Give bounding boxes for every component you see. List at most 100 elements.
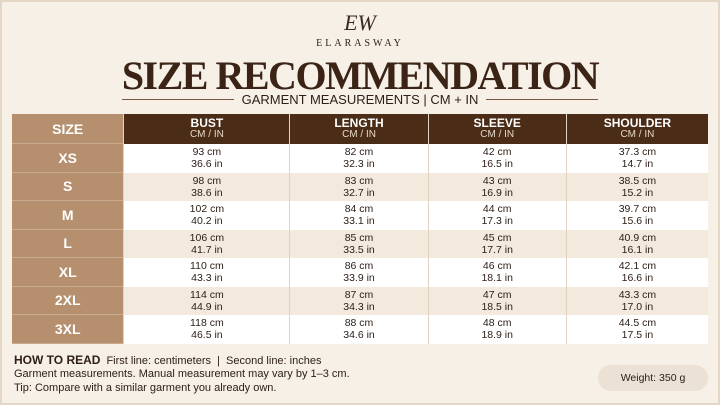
inch-value: 33.9 in <box>343 272 375 285</box>
measurement-cell: 106 cm 41.7 in <box>123 229 289 258</box>
measurement-cell: 40.9 cm 16.1 in <box>565 229 708 258</box>
subtitle-row: GARMENT MEASUREMENTS | CM + IN <box>122 92 598 107</box>
inch-value: 33.5 in <box>343 243 375 256</box>
inch-value: 16.1 in <box>621 243 654 256</box>
inch-value: 43.3 in <box>191 272 223 285</box>
inch-value: 33.1 in <box>343 215 375 228</box>
inch-value: 46.5 in <box>191 329 223 342</box>
table-row: XS 93 cm 36.6 in 82 cm 32.3 in 42 cm 16.5 in 37… <box>12 144 708 173</box>
tip: Tip: Compare with a similar garment you … <box>14 382 277 394</box>
measurement-cell: 46 cm 18.1 in <box>427 258 566 287</box>
inch-value: 41.7 in <box>191 243 223 256</box>
inch-value: 15.6 in <box>621 215 654 228</box>
size-label: L <box>12 229 124 258</box>
cm-value: 43.3 cm <box>618 288 657 301</box>
inch-value: 18.1 in <box>481 272 513 285</box>
inch-value: 17.7 in <box>481 243 513 256</box>
cm-value: 82 cm <box>344 146 374 159</box>
cm-value: 39.7 cm <box>618 203 657 216</box>
inch-value: 17.5 in <box>621 329 654 342</box>
measurement-cell: 102 cm 40.2 in <box>123 201 289 230</box>
inch-value: 34.6 in <box>343 329 375 342</box>
measurement-cell: 43 cm 16.9 in <box>427 172 566 201</box>
column-name: BUST <box>190 116 224 130</box>
cm-value: 43 cm <box>482 174 512 187</box>
measurement-cell: 110 cm 43.3 in <box>123 258 289 287</box>
cm-value: 84 cm <box>344 203 374 216</box>
column-unit: CM / IN <box>189 129 224 140</box>
cm-value: 42.1 cm <box>618 260 657 273</box>
inch-value: 15.2 in <box>621 186 654 199</box>
logo: EW <box>344 10 376 35</box>
measurement-cell: 47 cm 18.5 in <box>427 286 566 315</box>
column-header: LENGTH CM / IN <box>289 114 428 144</box>
measurement-cell: 43.3 cm 17.0 in <box>565 286 708 315</box>
measurement-cell: 87 cm 34.3 in <box>289 286 427 315</box>
inch-value: 14.7 in <box>621 158 654 171</box>
size-label: S <box>12 172 124 201</box>
measurement-cell: 38.5 cm 15.2 in <box>565 172 708 201</box>
inch-value: 16.9 in <box>481 186 513 199</box>
cm-value: 40.9 cm <box>618 231 657 244</box>
inch-value: 40.2 in <box>191 215 223 228</box>
inch-value: 38.6 in <box>191 186 223 199</box>
column-unit: CM / IN <box>620 129 655 140</box>
size-label: XL <box>12 258 124 287</box>
measurement-cell: 93 cm 36.6 in <box>123 144 289 173</box>
brand: ELARASWAY <box>316 38 404 49</box>
how-to-read: HOW TO READ First line: centimeters | Sec… <box>14 353 321 367</box>
how-to-read-label: HOW TO READ <box>14 353 101 367</box>
inch-value: 16.6 in <box>621 272 654 285</box>
measurement-cell: 98 cm 38.6 in <box>123 172 289 201</box>
column-unit: CM / IN <box>480 129 515 140</box>
cm-value: 45 cm <box>482 231 512 244</box>
size-label: M <box>12 201 124 230</box>
measurement-cell: 42 cm 16.5 in <box>427 144 566 173</box>
measurement-cell: 45 cm 17.7 in <box>427 229 566 258</box>
inch-value: 44.9 in <box>191 300 223 313</box>
measurement-cell: 42.1 cm 16.6 in <box>565 258 708 287</box>
measurement-cell: 88 cm 34.6 in <box>289 315 427 344</box>
inch-value: 34.3 in <box>343 300 375 313</box>
cm-value: 48 cm <box>482 317 512 330</box>
column-name: LENGTH <box>334 116 384 130</box>
cm-value: 88 cm <box>344 317 374 330</box>
table-row: XL 110 cm 43.3 in 86 cm 33.9 in 46 cm 18.1 in 4… <box>12 258 708 287</box>
measurement-cell: 44.5 cm 17.5 in <box>565 315 708 344</box>
header-row: SIZE BUST CM / IN LENGTH CM / IN SLEEVE CM / I… <box>12 114 708 144</box>
measurement-cell: 37.3 cm 14.7 in <box>565 144 708 173</box>
cm-value: 86 cm <box>344 260 374 273</box>
size-label: 2XL <box>12 286 124 315</box>
measurement-cell: 114 cm 44.9 in <box>123 286 289 315</box>
measurement-cell: 82 cm 32.3 in <box>289 144 427 173</box>
cm-value: 47 cm <box>482 288 512 301</box>
column-name: SHOULDER <box>603 116 672 130</box>
table-row: M 102 cm 40.2 in 84 cm 33.1 in 44 cm 17.3 in 39… <box>12 201 708 230</box>
weight-badge: Weight: 350 g <box>598 365 708 391</box>
cm-value: 83 cm <box>344 174 374 187</box>
measurement-cell: 86 cm 33.9 in <box>289 258 427 287</box>
inch-value: 16.5 in <box>481 158 513 171</box>
cm-value: 38.5 cm <box>618 174 657 187</box>
measurement-cell: 84 cm 33.1 in <box>289 201 427 230</box>
rule <box>122 99 234 100</box>
inch-value: 17.0 in <box>621 300 654 313</box>
cm-value: 85 cm <box>344 231 374 244</box>
cm-value: 98 cm <box>192 174 222 187</box>
cm-value: 114 cm <box>190 288 224 301</box>
table-row: L 106 cm 41.7 in 85 cm 33.5 in 45 cm 17.7 in 40… <box>12 229 708 258</box>
measurement-cell: 39.7 cm 15.6 in <box>565 201 708 230</box>
cm-value: 87 cm <box>344 288 374 301</box>
subtitle: GARMENT MEASUREMENTS | CM + IN <box>241 92 479 107</box>
inch-value: 36.6 in <box>191 158 223 171</box>
title: SIZE RECOMMENDATION <box>121 53 600 98</box>
table-row: S 98 cm 38.6 in 83 cm 32.7 in 43 cm 16.9 in 38.… <box>12 172 708 201</box>
inch-value: 32.3 in <box>343 158 375 171</box>
column-header: SLEEVE CM / IN <box>427 114 566 144</box>
cm-value: 46 cm <box>482 260 512 273</box>
cm-value: 44 cm <box>482 203 512 216</box>
measurement-cell: 48 cm 18.9 in <box>427 315 566 344</box>
column-header: SHOULDER CM / IN <box>565 114 708 144</box>
table-row: 2XL 114 cm 44.9 in 87 cm 34.3 in 47 cm 18.5 in… <box>12 286 708 315</box>
